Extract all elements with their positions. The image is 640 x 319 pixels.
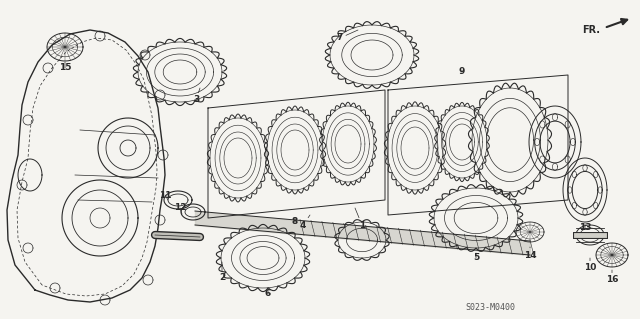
Text: 12: 12 — [173, 204, 186, 214]
Text: 15: 15 — [59, 62, 71, 72]
Text: FR.: FR. — [582, 25, 600, 35]
Text: 9: 9 — [459, 68, 465, 77]
Text: 10: 10 — [584, 258, 596, 272]
Text: 14: 14 — [524, 247, 536, 259]
Text: 6: 6 — [265, 290, 271, 299]
Text: 3: 3 — [193, 88, 200, 105]
Text: 8: 8 — [292, 218, 298, 226]
Text: 4: 4 — [300, 215, 310, 229]
Text: 16: 16 — [605, 270, 618, 285]
Text: 1: 1 — [355, 208, 365, 229]
Text: 5: 5 — [473, 253, 479, 263]
Text: S023-M0400: S023-M0400 — [465, 303, 515, 313]
Text: 2: 2 — [219, 262, 225, 283]
Text: 11: 11 — [159, 190, 172, 200]
Text: 7: 7 — [337, 30, 358, 42]
Text: 13: 13 — [579, 223, 591, 233]
